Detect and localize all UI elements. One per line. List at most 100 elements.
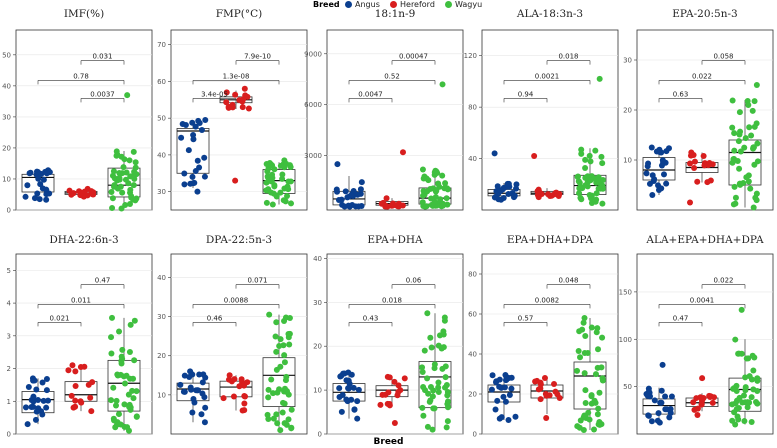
data-point-angus: [506, 375, 513, 382]
data-point-wagyu: [113, 397, 120, 404]
data-point-wagyu: [120, 164, 127, 171]
panel-frame: [636, 253, 774, 435]
data-point-wagyu: [440, 328, 447, 335]
data-point-angus: [45, 397, 52, 404]
data-point-wagyu: [124, 424, 131, 431]
data-point-wagyu: [734, 158, 741, 165]
p-value-label: 1.3e-08: [223, 72, 250, 80]
data-point-wagyu: [582, 413, 589, 420]
data-point-hereford: [401, 375, 408, 382]
data-point-wagyu: [751, 98, 758, 105]
y-tick-label: 80: [468, 104, 477, 112]
data-point-angus: [32, 416, 39, 423]
data-point-hereford: [78, 399, 85, 406]
p-value-label: 0.0088: [224, 296, 249, 304]
data-point-angus: [348, 371, 355, 378]
data-point-wagyu: [599, 176, 606, 183]
data-point-wagyu: [118, 353, 125, 360]
data-point-wagyu: [116, 169, 123, 176]
data-point-wagyu: [750, 144, 757, 151]
data-point-hereford: [535, 386, 542, 393]
panel-title: DHA-22:6n-3: [49, 234, 118, 246]
data-point-angus: [348, 396, 355, 403]
data-point-wagyu: [110, 384, 117, 391]
data-point-wagyu: [123, 169, 130, 176]
data-point-wagyu: [419, 166, 426, 173]
legend-label-wagyu: Wagyu: [455, 0, 483, 9]
data-point-wagyu: [433, 168, 440, 175]
data-point-hereford: [240, 382, 247, 389]
y-tick-label: 20: [623, 107, 632, 115]
y-tick-label: 120: [464, 52, 477, 60]
data-point-wagyu: [444, 185, 451, 192]
data-point-wagyu: [272, 333, 279, 340]
y-tick-label: 50: [2, 51, 11, 59]
data-point-angus: [502, 398, 509, 405]
data-point-angus: [512, 413, 519, 420]
data-point-wagyu: [596, 389, 603, 396]
data-point-wagyu: [271, 183, 278, 190]
data-point-wagyu: [599, 375, 606, 382]
data-point-hereford: [241, 400, 248, 407]
data-point-hereford: [706, 159, 713, 166]
data-point-wagyu: [582, 400, 589, 407]
p-value-label: 0.031: [92, 53, 112, 61]
data-point-wagyu: [428, 344, 435, 351]
data-point-angus: [351, 406, 358, 413]
data-point-wagyu: [735, 138, 742, 145]
data-point-wagyu: [599, 160, 606, 167]
data-point-angus: [189, 409, 196, 416]
data-point-wagyu: [588, 192, 595, 199]
p-value-label: 0.018: [558, 53, 578, 61]
y-tick-label: 60: [157, 78, 166, 86]
data-point-wagyu: [729, 159, 736, 166]
data-point-angus: [645, 160, 652, 167]
data-point-angus: [338, 196, 345, 203]
p-value-label: 0.0021: [535, 72, 560, 80]
data-point-hereford: [537, 396, 544, 403]
y-tick-label: 40: [468, 155, 477, 163]
data-point-wagyu: [594, 411, 601, 418]
data-point-wagyu: [744, 404, 751, 411]
data-point-wagyu: [599, 200, 606, 207]
y-tick-label: 50: [623, 383, 632, 391]
y-tick-label: 0: [473, 431, 477, 439]
y-tick-label: 1: [7, 398, 11, 406]
data-point-hereford: [85, 381, 92, 388]
p-value-label: 0.022: [692, 72, 712, 80]
data-point-wagyu: [110, 168, 117, 175]
data-point-hereford: [89, 191, 96, 198]
data-point-wagyu: [282, 377, 289, 384]
data-point-wagyu: [444, 201, 451, 208]
y-tick-label: 10: [313, 387, 322, 395]
data-point-wagyu: [132, 159, 139, 166]
data-point-wagyu: [284, 193, 291, 200]
data-point-wagyu: [748, 394, 755, 401]
data-point-wagyu: [273, 319, 280, 326]
data-point-wagyu: [574, 367, 581, 374]
data-point-angus: [190, 136, 197, 143]
data-point-wagyu: [265, 386, 272, 393]
data-point-wagyu: [286, 341, 293, 348]
data-point-wagyu: [439, 81, 446, 88]
y-tick-label: 5: [7, 267, 11, 275]
data-point-angus: [194, 188, 201, 195]
data-point-wagyu: [266, 311, 273, 318]
data-point-hereford: [81, 363, 88, 370]
data-point-angus: [649, 172, 656, 179]
p-value-label: 0.011: [71, 296, 91, 304]
data-point-hereford: [690, 399, 697, 406]
data-point-wagyu: [424, 188, 431, 195]
data-point-wagyu: [109, 195, 116, 202]
panel-frame: [170, 29, 308, 211]
data-point-wagyu: [133, 388, 140, 395]
data-point-angus: [505, 417, 512, 423]
data-point-wagyu: [115, 411, 122, 418]
data-point-wagyu: [130, 375, 137, 382]
data-point-hereford: [245, 105, 252, 112]
legend-item-angus: Angus: [345, 0, 380, 9]
data-point-hereford: [223, 89, 230, 96]
data-point-wagyu: [592, 371, 599, 378]
data-point-angus: [39, 411, 46, 418]
data-point-angus: [651, 397, 658, 404]
